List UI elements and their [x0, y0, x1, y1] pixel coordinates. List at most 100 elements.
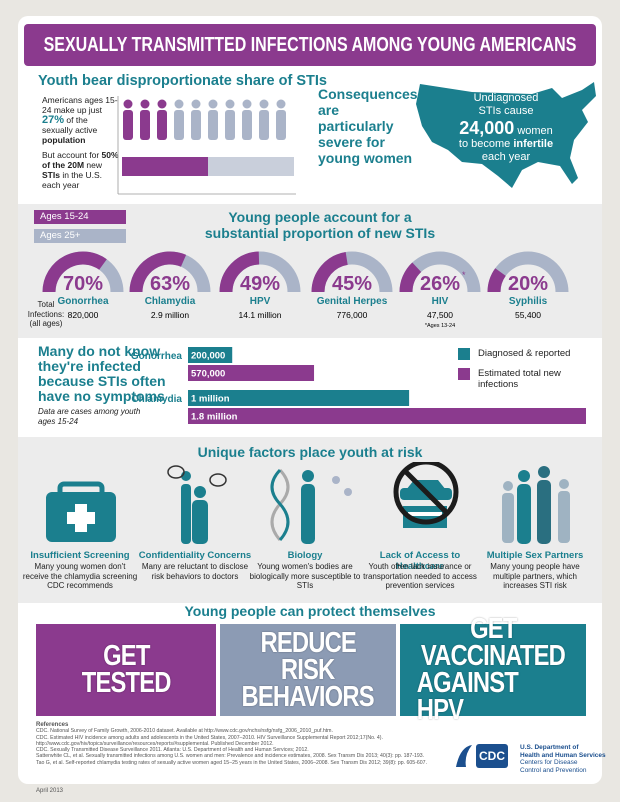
action-text: TESTED [81, 667, 172, 699]
gauge-percent: 49% [240, 273, 280, 295]
consequences-heading: Consequences are particularly severe for… [318, 86, 418, 166]
disease-total: 820,000 [68, 310, 99, 320]
legend-swatch [458, 368, 470, 380]
disease-total: 14.1 million [239, 310, 282, 320]
legend-label: Ages 25+ [40, 230, 81, 241]
text: Health and Human Services [520, 751, 606, 759]
reference-list: CDC. National Survey of Family Growth, 2… [36, 728, 446, 766]
action-box: GET TESTED [36, 624, 216, 716]
text: of the sexually active [42, 115, 98, 135]
gauge-percent: 20% [508, 273, 548, 295]
person-head [208, 99, 218, 109]
action-box: REDUCE RISK BEHAVIORS [220, 624, 396, 716]
person-body [225, 110, 235, 140]
value-label: 200,000 [191, 351, 225, 362]
person-head [174, 99, 184, 109]
text: 50% of the 20M [42, 150, 119, 170]
value-label: 1 million [191, 394, 230, 405]
factor-text: Many young people have multiple partners… [490, 562, 580, 590]
people-graphic [117, 96, 296, 195]
disease-total: 2.9 million [151, 310, 190, 320]
factor-icons [46, 462, 570, 544]
legend-swatch [458, 348, 470, 360]
person-body [276, 110, 286, 140]
disease-total: 776,000 [337, 310, 368, 320]
gauge-arc [129, 251, 187, 293]
hhs-logo [456, 745, 472, 767]
gauge-percent: 70% [63, 273, 103, 295]
action-text: VACCINATED [420, 640, 566, 672]
legend-label: Estimated total new infections [478, 368, 561, 390]
person-body [208, 110, 218, 140]
gauge-arc [219, 251, 260, 293]
reference: Tao G, et al. Self-reported chlamydia te… [36, 759, 428, 766]
factor-title: Lack of Access to Healthcare [379, 550, 461, 572]
disease-name: Chlamydia [145, 296, 196, 307]
value-label: 570,000 [191, 369, 225, 380]
value-label: 1.8 million [191, 412, 238, 423]
text: But account for [42, 150, 100, 160]
action-text: GET [102, 640, 150, 672]
share-bar [208, 157, 294, 176]
person-head [242, 99, 252, 109]
gauge-percent: 63% [150, 273, 190, 295]
gauge-percent: 26% [420, 273, 460, 295]
text: new [86, 160, 102, 170]
person-head [259, 99, 269, 109]
text: Undiagnosed [473, 92, 539, 104]
biology-icon [270, 468, 352, 544]
bar [188, 390, 410, 406]
text: U.S. Department of [520, 744, 579, 751]
us-map [416, 82, 596, 188]
text: each year [481, 151, 531, 163]
factor-text: Young women's bodies are biologically mo… [249, 562, 361, 590]
gauge-arc [487, 268, 506, 293]
title-banner: SEXUALLY TRANSMITTED INFECTIONS AMONG YO… [24, 24, 596, 66]
person-head [123, 99, 133, 109]
action-text: GET [469, 613, 517, 645]
gauge-marker: * [462, 270, 466, 280]
person-body [191, 110, 201, 140]
bar [188, 408, 586, 424]
map-text: Undiagnosed STIs cause 24,000 women to b… [412, 92, 600, 164]
disease-name: Gonorrhea [57, 296, 109, 307]
infections-text: But account for 50% of the 20M new STIs … [42, 150, 120, 190]
person-head [140, 99, 150, 109]
gauge-arc [42, 251, 107, 293]
text: women [517, 125, 553, 137]
factor-title: Insufficient Screening [30, 550, 130, 561]
text: Centers for Disease [520, 759, 578, 766]
crowd-icon [502, 466, 570, 544]
text: to become [458, 138, 511, 150]
symptoms-note: Data are cases among youth ages 15-24 [38, 407, 141, 426]
reference: CDC. National Survey of Family Growth, 2… [36, 728, 333, 735]
reference: CDC. Estimated HIV incidence among adult… [36, 734, 383, 747]
text: (all ages) [29, 319, 63, 328]
text: population [42, 135, 86, 145]
legend-item: Diagnosed & reported [458, 348, 588, 360]
logo: CDC [452, 738, 508, 774]
text: infertile [513, 138, 554, 150]
population-text: Americans ages 15-24 make up just 27% of… [42, 95, 120, 145]
gauge-arc [311, 251, 349, 293]
date: April 2013 [36, 788, 64, 794]
map-number: 24,000 [459, 118, 515, 138]
action-box: GET VACCINATED AGAINST HPV [400, 615, 586, 725]
title: SEXUALLY TRANSMITTED INFECTIONS AMONG YO… [43, 33, 577, 56]
text: STIs cause [478, 105, 534, 117]
references-heading: References [36, 722, 69, 728]
text: Control and Prevention [520, 766, 587, 774]
legend-label: Ages 15-24 [40, 211, 89, 222]
legend-label: Diagnosed & reported [478, 348, 571, 359]
person-head [276, 99, 286, 109]
person-head [225, 99, 235, 109]
share-bar [122, 157, 208, 176]
disease-name: Syphilis [509, 296, 548, 307]
person-body [123, 110, 133, 140]
no-car-icon [393, 462, 459, 528]
disease-total: 47,500 [427, 310, 453, 320]
legend-swatch [34, 229, 126, 243]
share-heading: Youth bear disproportionate share of STI… [38, 73, 327, 89]
person-body [157, 110, 167, 140]
